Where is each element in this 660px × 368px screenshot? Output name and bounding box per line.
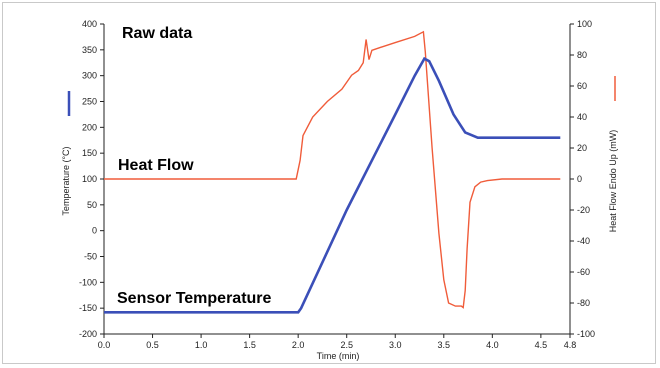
x-tick-label: 0.0 [98, 340, 111, 350]
y-left-tick-label: 100 [82, 174, 97, 184]
annotation-sensor-temperature: Sensor Temperature [117, 290, 272, 307]
y-left-tick-label: 350 [82, 45, 97, 55]
y-right-tick-label: -80 [577, 298, 590, 308]
x-tick-label: 4.0 [486, 340, 499, 350]
y-axis-left-title: Temperature (°C) [61, 146, 71, 215]
chart-frame: 0.0 0.5 1.0 1.5 2.0 2.5 3.0 3.5 4.0 4.5 4.8 400 350 3… [2, 2, 656, 364]
x-tick-label: 3.0 [389, 340, 402, 350]
y-right-tick-label: -20 [577, 205, 590, 215]
y-right-tick-label: 80 [577, 50, 587, 60]
x-tick-label: 4.8 [564, 340, 577, 350]
y-left-tick-label: 250 [82, 97, 97, 107]
y-left-tick-label: 50 [87, 200, 97, 210]
x-tick-label: 0.5 [146, 340, 159, 350]
y-right-tick-label: 0 [577, 174, 582, 184]
y-right-tick-label: -60 [577, 267, 590, 277]
annotation-heat-flow: Heat Flow [118, 157, 194, 174]
x-tick-label: 2.0 [292, 340, 305, 350]
series-layer [104, 30, 561, 314]
sensor-temperature-series-line [104, 56, 561, 314]
x-tick-label: 3.5 [438, 340, 451, 350]
y-right-tick-label: -100 [577, 329, 595, 339]
x-tick-label: 4.5 [535, 340, 548, 350]
y-left-tick-label: -150 [79, 303, 97, 313]
y-right-tick-label: 20 [577, 143, 587, 153]
y-left-tick-label: 0 [92, 226, 97, 236]
y-left-tick-label: -200 [79, 329, 97, 339]
y-left-tick-label: 300 [82, 71, 97, 81]
y-left-tick-label: 150 [82, 148, 97, 158]
x-tick-label: 1.0 [195, 340, 208, 350]
x-tick-label: 1.5 [243, 340, 256, 350]
dual-axis-line-chart: 0.0 0.5 1.0 1.5 2.0 2.5 3.0 3.5 4.0 4.5 4.84003503… [61, 19, 618, 361]
y-left-tick-label: -50 [84, 252, 97, 262]
y-right-tick-label: 100 [577, 19, 592, 29]
y-left-tick-label: 400 [82, 19, 97, 29]
y-axis-right-title: Heat Flow Endo Up (mW) [608, 130, 618, 233]
y-right-tick-label: -40 [577, 236, 590, 246]
heat-flow-series-line [104, 30, 561, 309]
x-tick-label: 2.5 [340, 340, 353, 350]
y-left-tick-label: 200 [82, 122, 97, 132]
y-left-tick-label: -100 [79, 277, 97, 287]
x-axis-title: Time (min) [317, 351, 360, 361]
y-right-tick-label: 60 [577, 81, 587, 91]
chart-ticks: 0.0 0.5 1.0 1.5 2.0 2.5 3.0 3.5 4.0 4.5 4.84003503… [79, 19, 595, 350]
y-right-tick-label: 40 [577, 112, 587, 122]
annotation-raw-data: Raw data [122, 25, 192, 42]
